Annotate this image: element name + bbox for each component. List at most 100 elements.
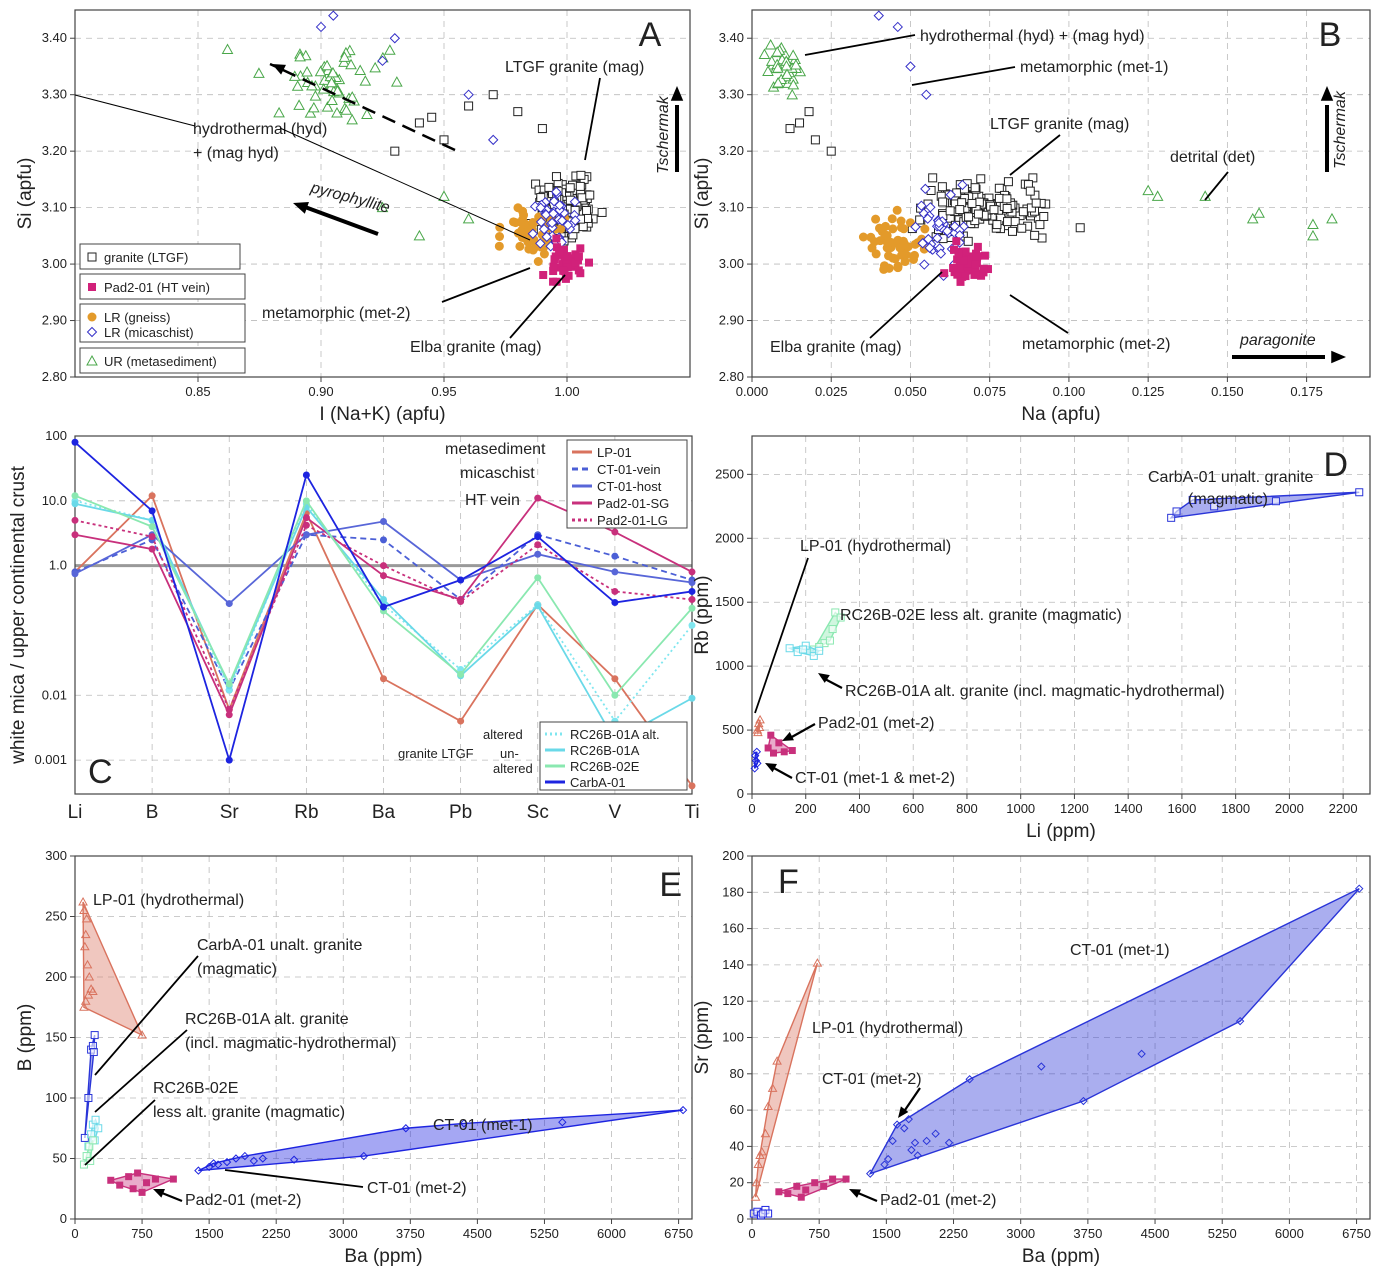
annotation: LP-01 (hydrothermal) [812,1020,963,1037]
data-point [549,277,558,286]
annotation: Elba granite (mag) [410,339,542,356]
data-point [377,55,388,67]
legend-label: CarbA-01 [570,775,626,790]
data-point [976,174,986,184]
data-point [900,257,910,267]
x-tick-label: 400 [849,801,871,816]
data-point [94,1124,103,1133]
group-hull [82,901,144,1037]
annotation: RC26B-02E [153,1080,238,1097]
leader-line [771,766,793,779]
y-tick-label: 100 [45,1090,67,1105]
data-point [751,1177,762,1187]
data-point [225,680,233,688]
data-point [938,197,948,207]
data-point [1018,207,1028,217]
data-point [539,271,548,280]
data-point [875,236,885,246]
data-point [225,600,233,608]
y-tick-label: 2.80 [719,369,744,384]
data-point [882,243,892,253]
data-point [753,759,762,768]
annotation-label: un- [500,746,519,761]
data-point [1246,212,1259,224]
data-point [148,507,156,515]
data-point [537,124,547,134]
y-tick-label: 2500 [715,466,744,481]
data-point [611,552,619,560]
data-point [148,545,156,553]
data-point [538,223,550,235]
x-tick-label: 0.025 [815,384,848,399]
data-point [922,1136,931,1146]
y-tick-label: 140 [722,957,744,972]
data-point [751,756,761,765]
data-point [597,207,607,217]
annotation: paragonite [1239,332,1316,349]
y-tick-label: 150 [45,1030,67,1045]
plot-frame [751,855,1371,1220]
data-point [974,270,983,279]
data-point [529,201,541,212]
data-point [528,218,538,228]
data-point [534,533,542,541]
data-point [390,76,403,87]
data-point [797,1193,805,1201]
data-point [554,200,565,211]
data-point [558,1117,567,1127]
data-point [148,523,156,531]
data-point [974,197,984,207]
data-point [1031,198,1041,208]
annotation: Pad2-01 (met-2) [185,1192,302,1209]
data-point [688,568,696,576]
data-point [487,134,499,146]
x-tick-label: 750 [131,1226,153,1241]
data-point [688,604,696,612]
data-point [1008,226,1018,236]
data-point [569,196,581,208]
panel-d: 0 200 400 600 800 1000 1200 1400 1600 1800 2000 220… [692,435,1371,842]
data-point [763,1101,773,1110]
data-point [71,570,79,578]
data-point [71,492,79,500]
y-axis-label: Si (apfu) [692,158,713,230]
data-point [972,253,981,262]
data-point [828,625,837,634]
data-point [138,1188,146,1196]
data-point [222,1157,232,1167]
arrow-head [849,1189,861,1198]
y-axis-label: Rb (ppm) [692,575,713,654]
annotation: LTGF granite (mag) [505,59,644,76]
y-tick-label: 250 [45,909,67,924]
annotation-label: altered [483,727,523,742]
data-point [762,65,774,76]
annotation: metamorphic (met-2) [262,305,410,322]
data-point [956,264,965,273]
data-point [544,182,554,192]
data-point [1172,507,1181,516]
data-point [959,256,968,265]
x-tick-label: Ti [684,802,699,823]
data-point [953,270,962,279]
data-point [896,223,906,233]
y-tick-label: 1500 [715,594,744,609]
x-tick-label: 600 [902,801,924,816]
data-point [1026,203,1036,213]
data-point [561,274,570,283]
legend-box [566,439,688,529]
data-point [548,208,559,219]
data-point [678,1105,688,1115]
leader-line [94,1029,188,1113]
annotation: less alt. granite (magmatic) [153,1104,345,1121]
data-point [125,1173,133,1181]
data-point [134,1169,142,1177]
data-point [781,68,793,79]
data-point [793,1182,801,1190]
y-tick-label: 200 [45,969,67,984]
data-point [611,675,619,683]
data-point [1003,217,1013,227]
data-point [576,269,585,278]
arrow-head [293,202,309,214]
data-point [957,179,968,191]
data-point [369,61,382,73]
